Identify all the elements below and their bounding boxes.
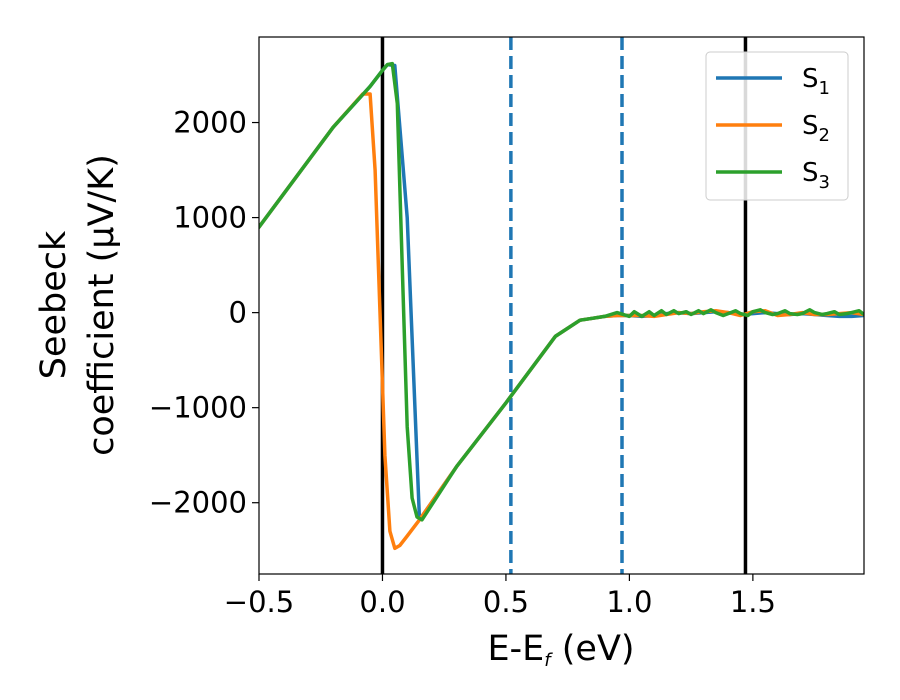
legend-label-s2: S2	[802, 111, 830, 146]
x-axis: −0.5 0.0 0.5 1.0 1.5	[224, 574, 776, 619]
y-axis-label-line-1: Seebeck	[34, 230, 74, 379]
series-line-s3	[259, 61, 864, 522]
y-tick-label: −1000	[149, 391, 247, 425]
y-tick-label: −2000	[149, 486, 247, 520]
y-axis-label: Seebeck coefficient (μV/K)	[34, 154, 122, 456]
y-tick-label: 2000	[173, 106, 247, 140]
x-tick-label: 0.5	[483, 585, 529, 619]
y-tick-label: 1000	[173, 201, 247, 235]
x-tick-label: 1.5	[730, 585, 776, 619]
y-axis: −2000 −1000 0 1000 2000	[149, 106, 259, 520]
legend-label-s3: S3	[802, 158, 830, 193]
x-tick-label: 0.0	[359, 585, 405, 619]
legend-label-s1: S1	[802, 64, 830, 99]
series-lines	[259, 61, 864, 551]
y-tick-label: 0	[229, 296, 247, 330]
x-axis-label: E-Ef (eV)	[487, 629, 634, 671]
plot-frame	[258, 36, 865, 575]
x-tick-label: −0.5	[224, 585, 294, 619]
y-axis-label-line-2: coefficient (μV/K)	[82, 154, 122, 456]
x-tick-label: 1.0	[606, 585, 652, 619]
legend: S1 S2 S3	[705, 51, 849, 201]
